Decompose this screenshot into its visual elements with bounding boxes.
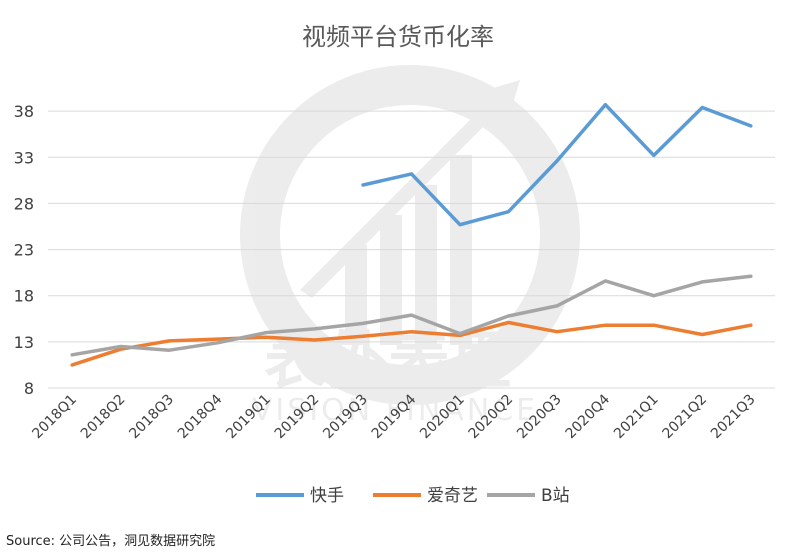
legend-label: B站 xyxy=(541,486,570,506)
y-axis: 8 13 18 23 28 33 38 xyxy=(14,102,34,398)
series-2 xyxy=(70,274,753,357)
x-tick-label: 2020Q4 xyxy=(563,391,614,442)
series-1 xyxy=(70,320,753,367)
chart-title: 视频平台货币化率 xyxy=(302,23,494,51)
series-line xyxy=(361,102,753,227)
watermark-logo: 表外表里 VISION FINANCE xyxy=(240,65,580,428)
x-tick-label: 2018Q3 xyxy=(126,392,177,443)
x-tick-label: 2021Q1 xyxy=(611,392,662,443)
series-0 xyxy=(361,102,753,227)
y-tick-label: 23 xyxy=(14,241,34,260)
x-tick-label: 2018Q4 xyxy=(175,391,226,442)
y-tick-label: 18 xyxy=(14,287,34,306)
legend: 快手 爱奇艺 B站 xyxy=(256,486,570,506)
x-tick-label: 2021Q3 xyxy=(708,392,759,443)
x-tick-label: 2021Q2 xyxy=(660,392,711,443)
source-note: Source: 公司公告，洞见数据研究院 xyxy=(6,534,216,549)
legend-label: 快手 xyxy=(310,486,344,506)
x-tick-label: 2018Q2 xyxy=(78,392,129,443)
y-tick-label: 28 xyxy=(14,194,34,213)
x-tick-label: 2018Q1 xyxy=(29,392,80,443)
y-tick-label: 38 xyxy=(14,102,34,121)
y-tick-label: 13 xyxy=(14,333,34,352)
watermark-subtext: VISION FINANCE xyxy=(252,393,538,428)
y-tick-label: 33 xyxy=(14,148,34,167)
watermark-text: 表外表里 xyxy=(264,324,512,397)
legend-label: 爱奇艺 xyxy=(427,486,478,506)
series-lines xyxy=(70,102,753,367)
y-tick-label: 8 xyxy=(24,379,34,398)
